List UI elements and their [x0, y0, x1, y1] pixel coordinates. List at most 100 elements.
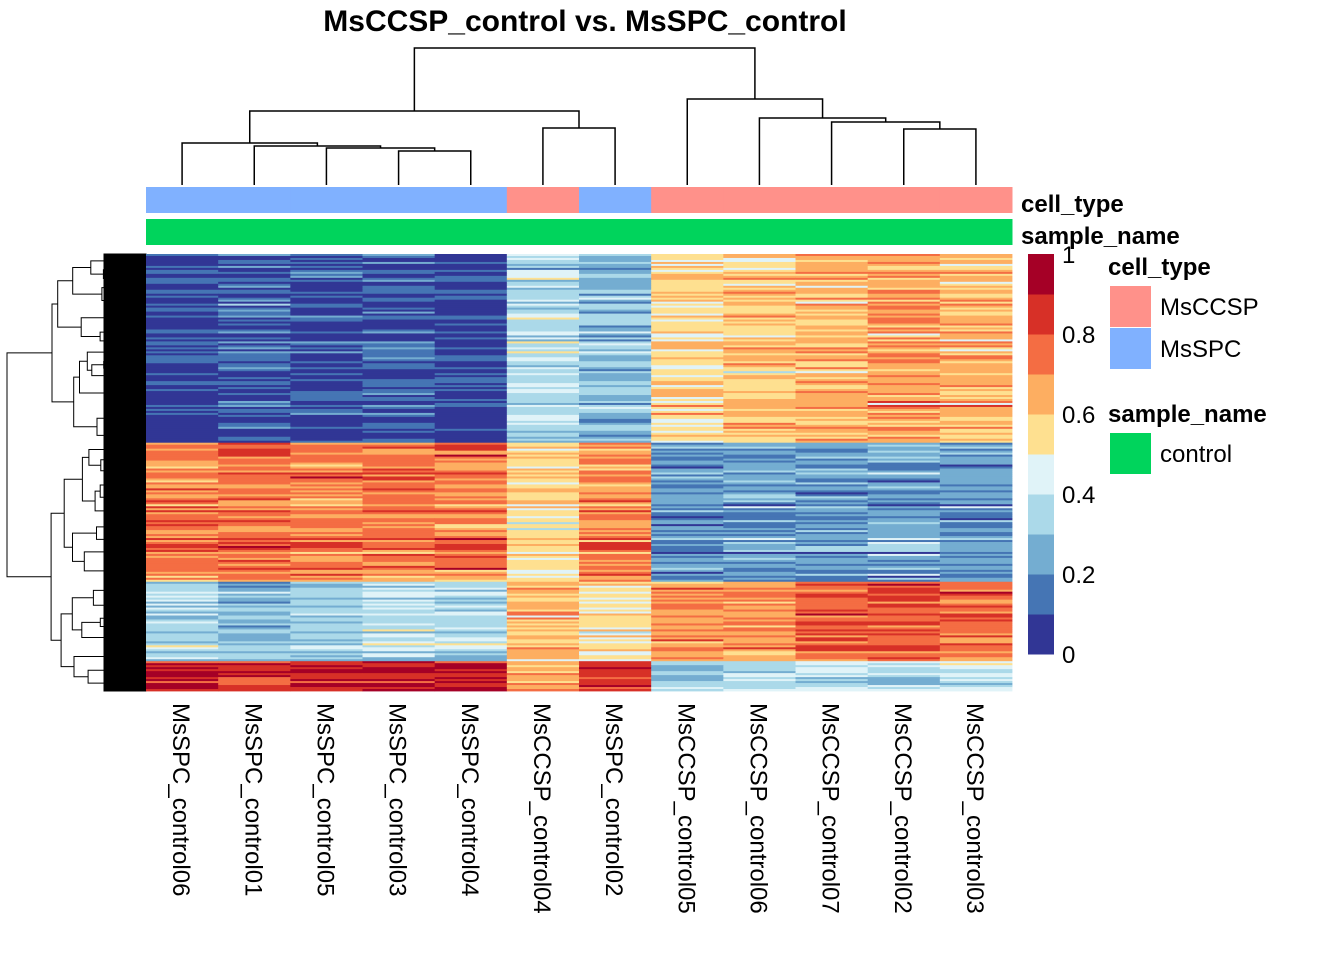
heatmap-cell — [723, 484, 796, 487]
heatmap-cell — [651, 679, 724, 682]
heatmap-cell — [506, 414, 580, 418]
heatmap-cell — [939, 440, 1013, 444]
heatmap-cell — [506, 494, 580, 497]
heatmap-cell — [579, 617, 652, 620]
heatmap-cell — [290, 595, 363, 599]
heatmap-cell — [867, 534, 941, 537]
heatmap-cell — [218, 516, 291, 519]
heatmap-cell — [506, 444, 580, 448]
heatmap-cell — [218, 281, 291, 285]
heatmap-cell — [146, 542, 219, 545]
heatmap-cell — [506, 317, 580, 320]
heatmap-cell — [651, 426, 724, 430]
heatmap-cell — [218, 645, 291, 648]
heatmap-cell — [434, 575, 508, 579]
heatmap-cell — [146, 508, 219, 511]
column-label: MsSPC_control04 — [456, 703, 483, 896]
heatmap-cell — [290, 311, 363, 314]
heatmap-cell — [723, 293, 796, 297]
heatmap-cell — [579, 311, 652, 314]
heatmap-cell — [867, 379, 941, 382]
heatmap-cell — [579, 466, 652, 469]
heatmap-cell — [723, 488, 796, 491]
heatmap-cell — [651, 391, 724, 394]
heatmap-cell — [723, 397, 796, 400]
heatmap-cell — [434, 297, 508, 301]
heatmap-cell — [651, 383, 724, 386]
heatmap-cell — [867, 303, 941, 307]
heatmap-cell — [651, 522, 724, 525]
heatmap-cell — [795, 269, 869, 273]
heatmap-cell — [579, 482, 652, 485]
heatmap-cell — [579, 291, 652, 295]
heatmap-cell — [218, 643, 291, 646]
heatmap-cell — [867, 546, 941, 549]
heatmap-cell — [218, 601, 291, 604]
heatmap-cell — [362, 615, 436, 618]
heatmap-cell — [723, 450, 796, 454]
heatmap-cell — [146, 339, 219, 342]
heatmap-cell — [651, 301, 724, 305]
heatmap-cell — [290, 631, 363, 634]
heatmap-cell — [434, 661, 508, 664]
heatmap-cell — [723, 438, 796, 442]
heatmap-cell — [867, 343, 941, 346]
heatmap-cell — [362, 361, 436, 364]
heatmap-cell — [146, 391, 219, 394]
heatmap-cell — [795, 361, 869, 364]
heatmap-cell — [939, 639, 1013, 642]
heatmap-cell — [434, 665, 508, 668]
heatmap-cell — [506, 375, 580, 378]
heatmap-cell — [506, 468, 580, 471]
heatmap-cell — [146, 353, 219, 356]
heatmap-cell — [579, 669, 652, 672]
heatmap-cell — [218, 363, 291, 366]
column-label: MsSPC_control02 — [600, 703, 627, 896]
heatmap-cell — [218, 553, 291, 557]
heatmap-cell — [651, 361, 724, 364]
heatmap-cell — [795, 343, 869, 346]
heatmap-cell — [867, 406, 941, 410]
heatmap-cell — [506, 460, 580, 463]
heatmap-cell — [939, 406, 1013, 410]
heatmap-cell — [290, 478, 363, 481]
heatmap-cell — [579, 530, 652, 533]
heatmap-cell — [651, 293, 724, 297]
heatmap-cell — [867, 583, 941, 587]
heatmap-cell — [795, 387, 869, 390]
heatmap-cell — [723, 609, 796, 612]
heatmap-cell — [795, 399, 869, 402]
heatmap-cell — [218, 563, 291, 567]
heatmap-cell — [795, 285, 869, 289]
heatmap-cell — [795, 277, 869, 281]
heatmap-cell — [290, 371, 363, 374]
heatmap-cell — [434, 488, 508, 491]
heatmap-cell — [290, 482, 363, 485]
chart-title: MsCCSP_control vs. MsSPC_control — [323, 5, 846, 38]
heatmap-cell — [579, 269, 652, 273]
heatmap-cell — [434, 526, 508, 529]
heatmap-cell — [579, 373, 652, 376]
heatmap-cell — [723, 301, 796, 305]
heatmap-cell — [218, 526, 291, 529]
heatmap-cell — [651, 597, 724, 601]
heatmap-cell — [867, 488, 941, 491]
heatmap-cell — [723, 559, 796, 563]
heatmap-cell — [434, 397, 508, 400]
heatmap-cell — [723, 551, 796, 555]
heatmap-cell — [434, 601, 508, 604]
heatmap-cell — [651, 257, 724, 261]
heatmap-cell — [506, 395, 580, 398]
heatmap-cell — [723, 655, 796, 658]
heatmap-cell — [290, 255, 363, 259]
heatmap-cell — [867, 663, 941, 666]
heatmap-cell — [290, 273, 363, 277]
heatmap-cell — [362, 321, 436, 324]
heatmap-cell — [434, 412, 508, 416]
heatmap-cell — [506, 542, 580, 545]
heatmap-cell — [434, 254, 508, 257]
heatmap-cell — [506, 546, 580, 549]
heatmap-cell — [362, 607, 436, 610]
heatmap-cell — [146, 651, 219, 654]
heatmap-cell — [506, 387, 580, 390]
